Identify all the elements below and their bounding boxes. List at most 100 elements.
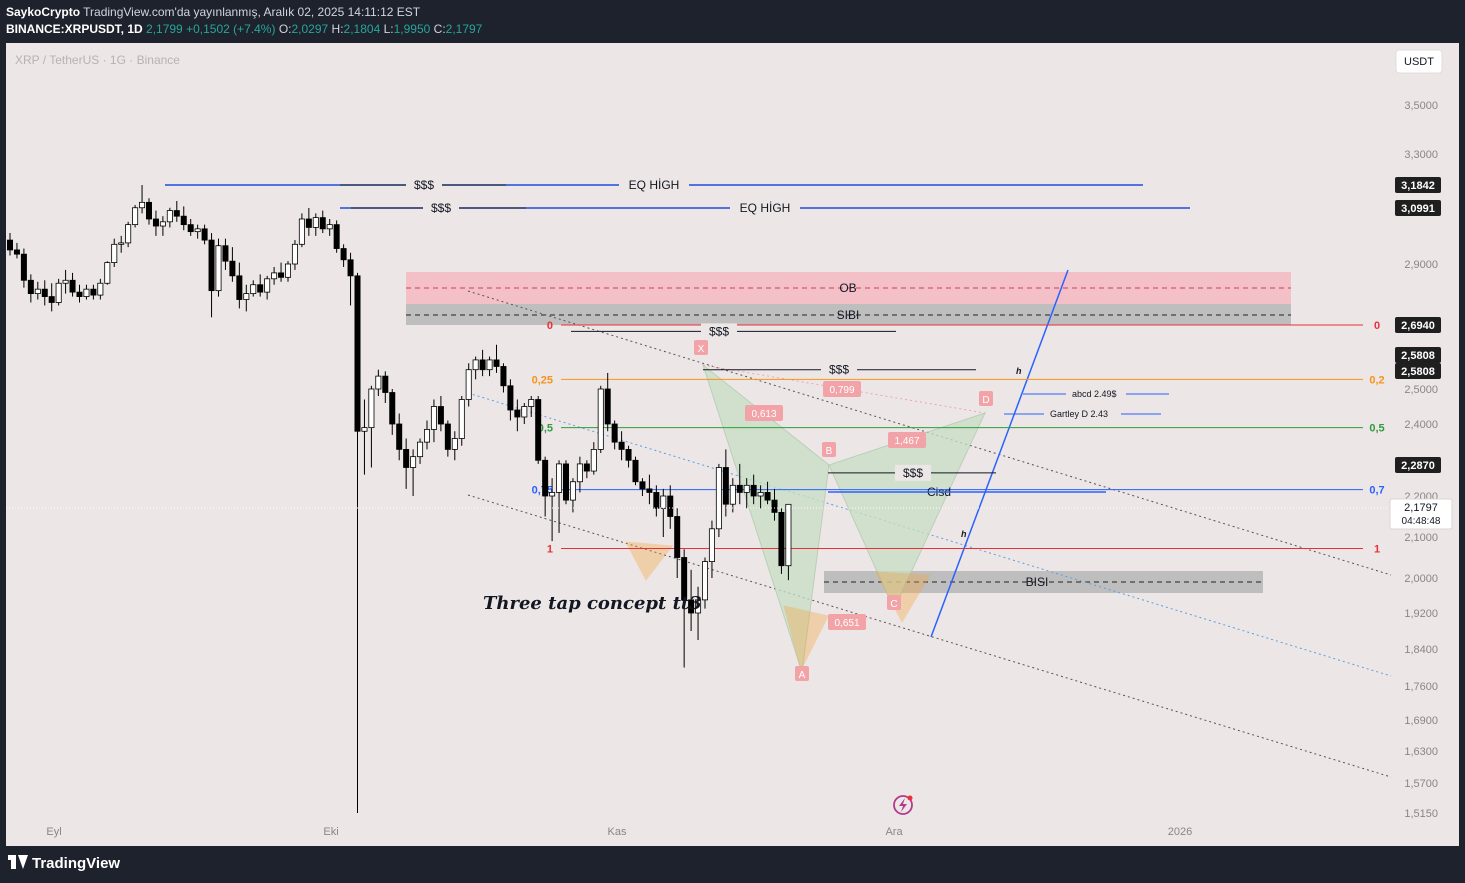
axis-layer: 3,50003,30002,90002,50002,40002,30002,20… <box>46 100 1441 838</box>
candle <box>535 396 542 464</box>
candle-body <box>785 503 792 567</box>
svg-text:0,799: 0,799 <box>829 385 854 396</box>
candle <box>708 520 715 578</box>
candle <box>688 569 695 631</box>
candle <box>173 201 180 222</box>
y-tick-label: 1,6300 <box>1404 746 1438 758</box>
candle-body <box>437 406 444 425</box>
candle-body <box>702 561 709 601</box>
candle-body <box>118 242 125 245</box>
candle-body <box>13 249 20 255</box>
candle <box>674 508 681 578</box>
high-value: 2,1804 <box>343 22 381 36</box>
liquidity-label: $$$ <box>709 324 729 338</box>
candle <box>48 283 55 312</box>
candle <box>83 284 90 300</box>
point-c: C <box>887 595 901 610</box>
candle-body <box>660 495 667 509</box>
svg-text:D: D <box>982 395 989 406</box>
candle <box>750 474 757 505</box>
candle <box>159 216 166 236</box>
candle <box>187 218 194 236</box>
candle-body <box>528 399 535 407</box>
candle <box>785 503 792 581</box>
candle-body <box>521 406 528 418</box>
price-chart[interactable]: XRP / TetherUS · 1G · Binance USDT OB SI… <box>6 43 1459 846</box>
liquidity-label-bg <box>406 177 442 193</box>
candle <box>396 413 403 461</box>
eq-high-label-bg <box>619 177 689 193</box>
candles-layer <box>6 185 792 813</box>
footer: TradingView <box>0 847 1465 883</box>
liquidity-layer: EQ HİGH EQ HİGH $$$ $$$ $$$ $$$ $$$ <box>165 177 1190 481</box>
candle <box>549 478 556 542</box>
candle <box>444 420 451 457</box>
price-label-text: 2,5808 <box>1401 350 1435 362</box>
low-value: 1,9950 <box>393 22 431 36</box>
candle <box>34 281 41 300</box>
candle <box>486 356 493 377</box>
candle-body <box>535 399 542 461</box>
candle-body <box>340 248 347 261</box>
tradingview-logo-icon <box>8 855 28 869</box>
candle <box>271 266 278 285</box>
candle-body <box>257 284 264 293</box>
fib-label-right: 0 <box>1374 320 1380 332</box>
point-d: D <box>979 391 993 406</box>
candle-body <box>736 484 743 493</box>
fib-label-right: 0,2 <box>1369 374 1384 386</box>
candle-body <box>611 423 618 443</box>
currency-button[interactable]: USDT <box>1395 49 1443 74</box>
candle-body <box>132 207 139 226</box>
y-tick-label: 1,8400 <box>1404 644 1438 656</box>
candle <box>667 485 674 529</box>
candle-body <box>778 511 785 567</box>
candle <box>528 396 535 417</box>
candle <box>62 269 69 294</box>
author-name[interactable]: SaykoCrypto <box>6 5 81 19</box>
candle <box>152 210 159 236</box>
y-tick-label: 2,9000 <box>1404 259 1438 271</box>
candle-body <box>145 201 152 220</box>
candle <box>118 235 125 253</box>
candle <box>451 431 458 461</box>
candle-body <box>111 243 118 263</box>
candle <box>521 403 528 424</box>
svg-text:A: A <box>799 670 806 681</box>
candle-body <box>417 441 424 458</box>
price-axis-background <box>1388 43 1459 846</box>
candle-body <box>743 484 750 493</box>
candle <box>69 272 76 297</box>
y-tick-label: 2,4000 <box>1404 419 1438 431</box>
currency-button-label: USDT <box>1404 56 1434 68</box>
x-tick-label: Eyl <box>46 826 61 838</box>
svg-text:B: B <box>826 446 833 457</box>
candle-body <box>764 492 771 501</box>
lightning-icon[interactable] <box>893 795 913 815</box>
candle-body <box>514 409 521 418</box>
candle <box>417 438 424 464</box>
candle <box>437 396 444 432</box>
y-tick-label: 1,5150 <box>1404 808 1438 820</box>
y-tick-label: 3,5000 <box>1404 100 1438 112</box>
candle-body <box>403 448 410 468</box>
candle-body <box>722 467 729 505</box>
candle-body <box>319 217 326 230</box>
candle <box>326 218 333 236</box>
tradingview-logo[interactable]: TradingView <box>8 855 120 872</box>
h-label-1: h <box>1016 366 1022 376</box>
candle <box>222 238 229 270</box>
candle-body <box>729 484 736 505</box>
svg-text:C: C <box>890 599 897 610</box>
candle-body <box>208 239 215 292</box>
candle <box>556 460 563 533</box>
candle-body <box>243 293 250 300</box>
price-label: 2,5808 <box>1395 347 1441 363</box>
candle-body <box>681 557 688 601</box>
candle-body <box>410 456 417 468</box>
candle <box>771 488 778 521</box>
candle <box>722 449 729 517</box>
candle <box>6 233 13 256</box>
candle-body <box>152 218 159 227</box>
ratio-0613: 0,613 <box>745 405 783 421</box>
